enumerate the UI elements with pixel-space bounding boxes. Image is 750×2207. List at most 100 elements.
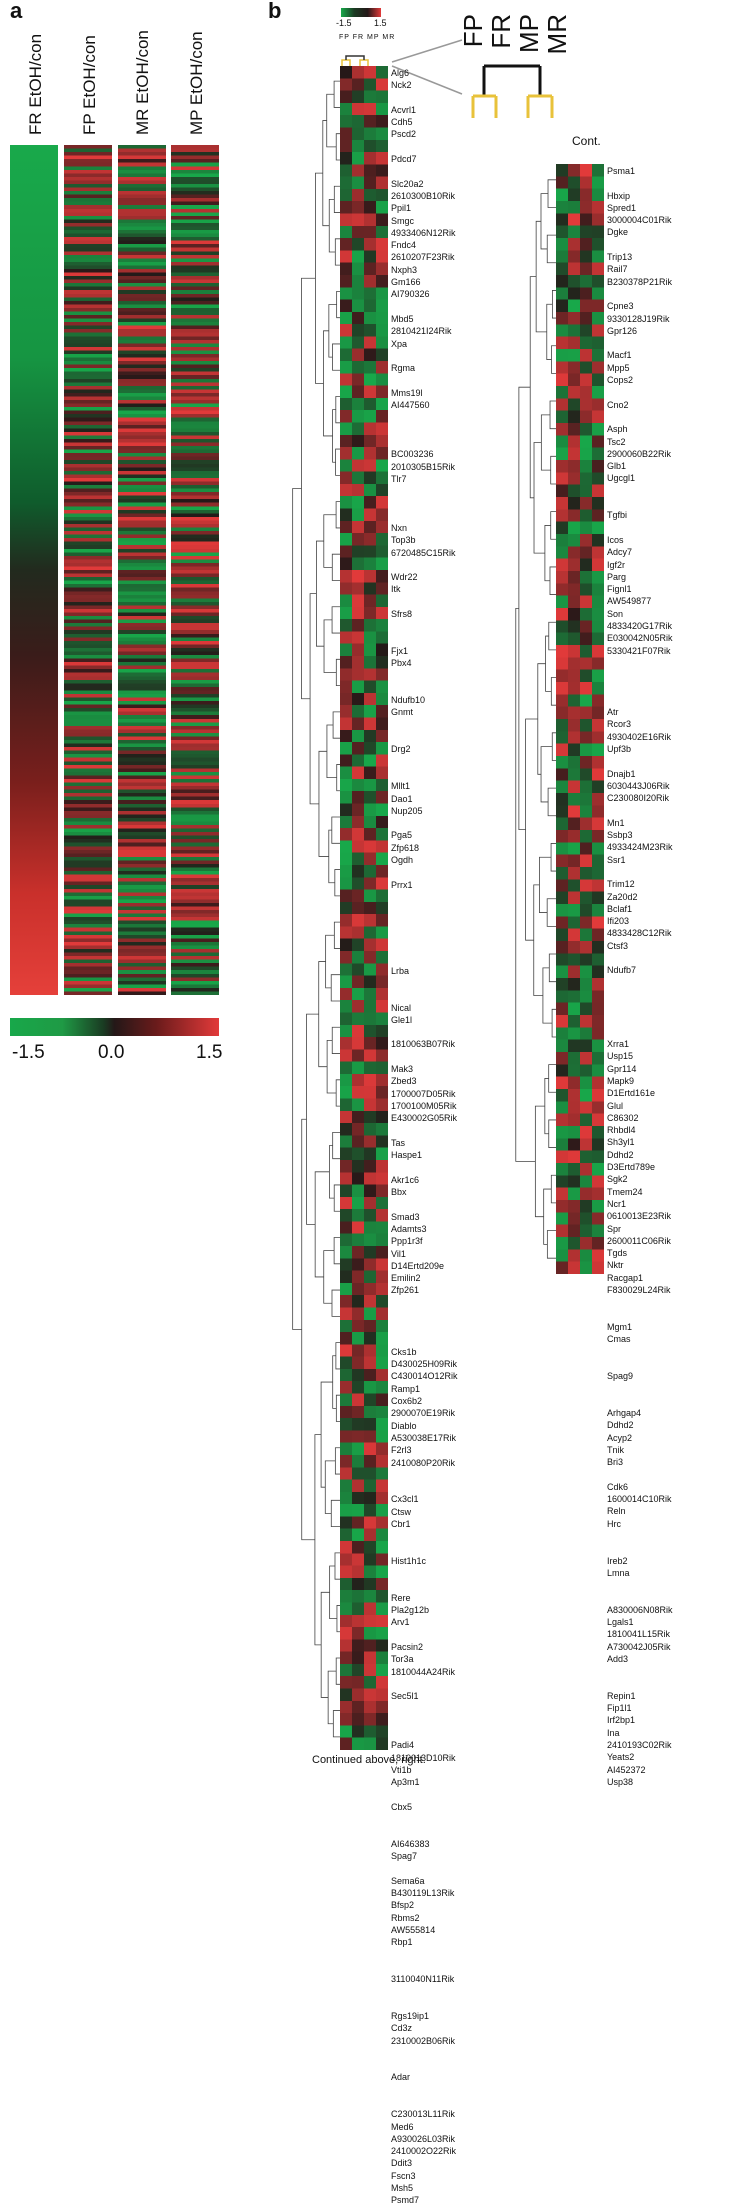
gene-label: C430014O12Rik (391, 1371, 458, 1382)
gene-label: Lmna (607, 1567, 630, 1578)
gene-label (607, 239, 673, 251)
gene-label: Ppil1 (391, 203, 412, 214)
gene-dendrogram-right (515, 179, 556, 1259)
gene-list-right: Psma1 Hbxip Spred1 3000004C01Rik Dgke Trip13 R… (607, 165, 673, 1788)
gene-label (391, 682, 458, 694)
gene-label (391, 1125, 458, 1137)
gene-label: 2410080P20Rik (391, 1457, 456, 1468)
gene-label (607, 337, 673, 349)
gene-label: 0610013E23Rik (607, 1211, 672, 1222)
gene-label: Bbx (391, 1187, 407, 1198)
gene-label (391, 989, 458, 1001)
gene-label (391, 891, 458, 903)
control-label: Cont. (572, 134, 601, 148)
gene-label: Cops2 (607, 375, 634, 386)
gene-label (391, 756, 458, 768)
gene-label: Haspe1 (391, 1150, 423, 1161)
gene-label (391, 866, 458, 878)
gene-label (607, 1591, 673, 1603)
gene-label: Dao1 (391, 793, 413, 804)
gene-label (607, 485, 673, 497)
gene-label: Tgds (607, 1248, 628, 1259)
gene-label: 3000004C01Rik (607, 215, 672, 226)
gene-label (607, 1013, 673, 1025)
gene-label: Igf2r (607, 559, 626, 570)
gene-label: E030042N05Rik (607, 633, 673, 644)
gene-label: Psma1 (607, 166, 636, 176)
gene-label (607, 952, 673, 964)
gene-label: Gpr114 (607, 1063, 637, 1074)
gene-label (607, 386, 673, 398)
gene-label (391, 436, 458, 448)
scale-label-max: 1.5 (196, 1042, 223, 1063)
gene-label: Top3b (391, 535, 416, 546)
gene-label: Ctsf3 (607, 940, 629, 951)
sample-dendrogram-zoom (471, 64, 554, 118)
gene-label: 2810421I24Rik (391, 326, 452, 337)
gene-label: Rail7 (607, 264, 628, 275)
gene-label (391, 1567, 458, 1579)
gene-label (607, 1579, 673, 1591)
gene-label: Ncr1 (607, 1198, 627, 1209)
gene-label: Mbd5 (391, 313, 414, 324)
scale-label-mid: 0.0 (98, 1042, 125, 1063)
gene-label: Msh5 (391, 2183, 414, 2194)
gene-label: Fjx1 (391, 645, 409, 656)
gene-label: Dgke (607, 227, 629, 238)
gene-label: Upf3b (607, 743, 632, 754)
gene-label: D14Ertd209e (391, 1260, 445, 1271)
gene-label (391, 141, 458, 153)
gene-label: Nup205 (391, 805, 423, 816)
gene-label (391, 497, 458, 509)
gene-label: Cbx5 (391, 1801, 413, 1812)
gene-label: Padi4 (391, 1740, 415, 1751)
gene-label: 1700100M05Rik (391, 1100, 457, 1111)
gene-label (391, 1321, 458, 1333)
gene-label: Diablo (391, 1420, 417, 1431)
gene-label (391, 1530, 458, 1542)
gene-label: A530038E17Rik (391, 1432, 457, 1443)
gene-label: D430025H09Rik (391, 1359, 458, 1370)
gene-label: Usp38 (607, 1776, 634, 1787)
gene-label: Pacsin2 (391, 1642, 424, 1652)
gene-label: Pdcd7 (391, 154, 417, 165)
gene-label: 1810041L15Rik (607, 1629, 671, 1640)
gene-label (391, 2096, 458, 2108)
gene-label: Fignl1 (607, 584, 632, 595)
gene-label: Cdh5 (391, 117, 413, 128)
gene-label: Ap3m1 (391, 1777, 420, 1788)
gene-label: 2610300B10Rik (391, 190, 456, 201)
gene-label (391, 952, 458, 964)
gene-label (391, 1026, 458, 1038)
gene-label (607, 1358, 673, 1370)
gene-label: Tsc2 (607, 436, 626, 447)
gene-label: Spred1 (607, 202, 637, 213)
gene-label (391, 1678, 458, 1690)
gene-label (607, 977, 673, 989)
gene-label: Adamts3 (391, 1223, 427, 1234)
gene-label (391, 928, 458, 940)
gene-label: Rcor3 (607, 719, 632, 730)
gene-label (391, 485, 458, 497)
gene-label: Gpr126 (607, 325, 638, 336)
gene-label: F2rl3 (391, 1445, 412, 1456)
gene-label (391, 1998, 458, 2010)
gene-label (607, 1542, 673, 1554)
gene-label: Tlr7 (391, 473, 407, 484)
gene-label: Trip13 (607, 252, 633, 263)
gene-label: Bri3 (607, 1457, 624, 1468)
gene-label: Zfp618 (391, 842, 420, 853)
gene-label (607, 497, 673, 509)
gene-label: Ugcgl1 (607, 473, 636, 484)
gene-label: 2310002B06Rik (391, 2035, 456, 2046)
gene-label: Gm166 (391, 277, 421, 288)
gene-label: Tgfbi (607, 510, 628, 521)
gene-label: Ctsw (391, 1506, 411, 1517)
gene-label (391, 719, 458, 731)
gene-label: Ndufb10 (391, 695, 426, 706)
gene-label: Wdr22 (391, 572, 418, 583)
gene-label (607, 669, 673, 681)
gene-label: Fscn3 (391, 2170, 416, 2181)
gene-label (391, 903, 458, 915)
gene-label: Reln (607, 1506, 626, 1517)
